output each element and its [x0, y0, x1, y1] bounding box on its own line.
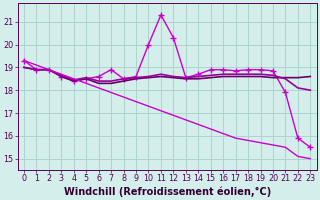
X-axis label: Windchill (Refroidissement éolien,°C): Windchill (Refroidissement éolien,°C) [64, 186, 271, 197]
